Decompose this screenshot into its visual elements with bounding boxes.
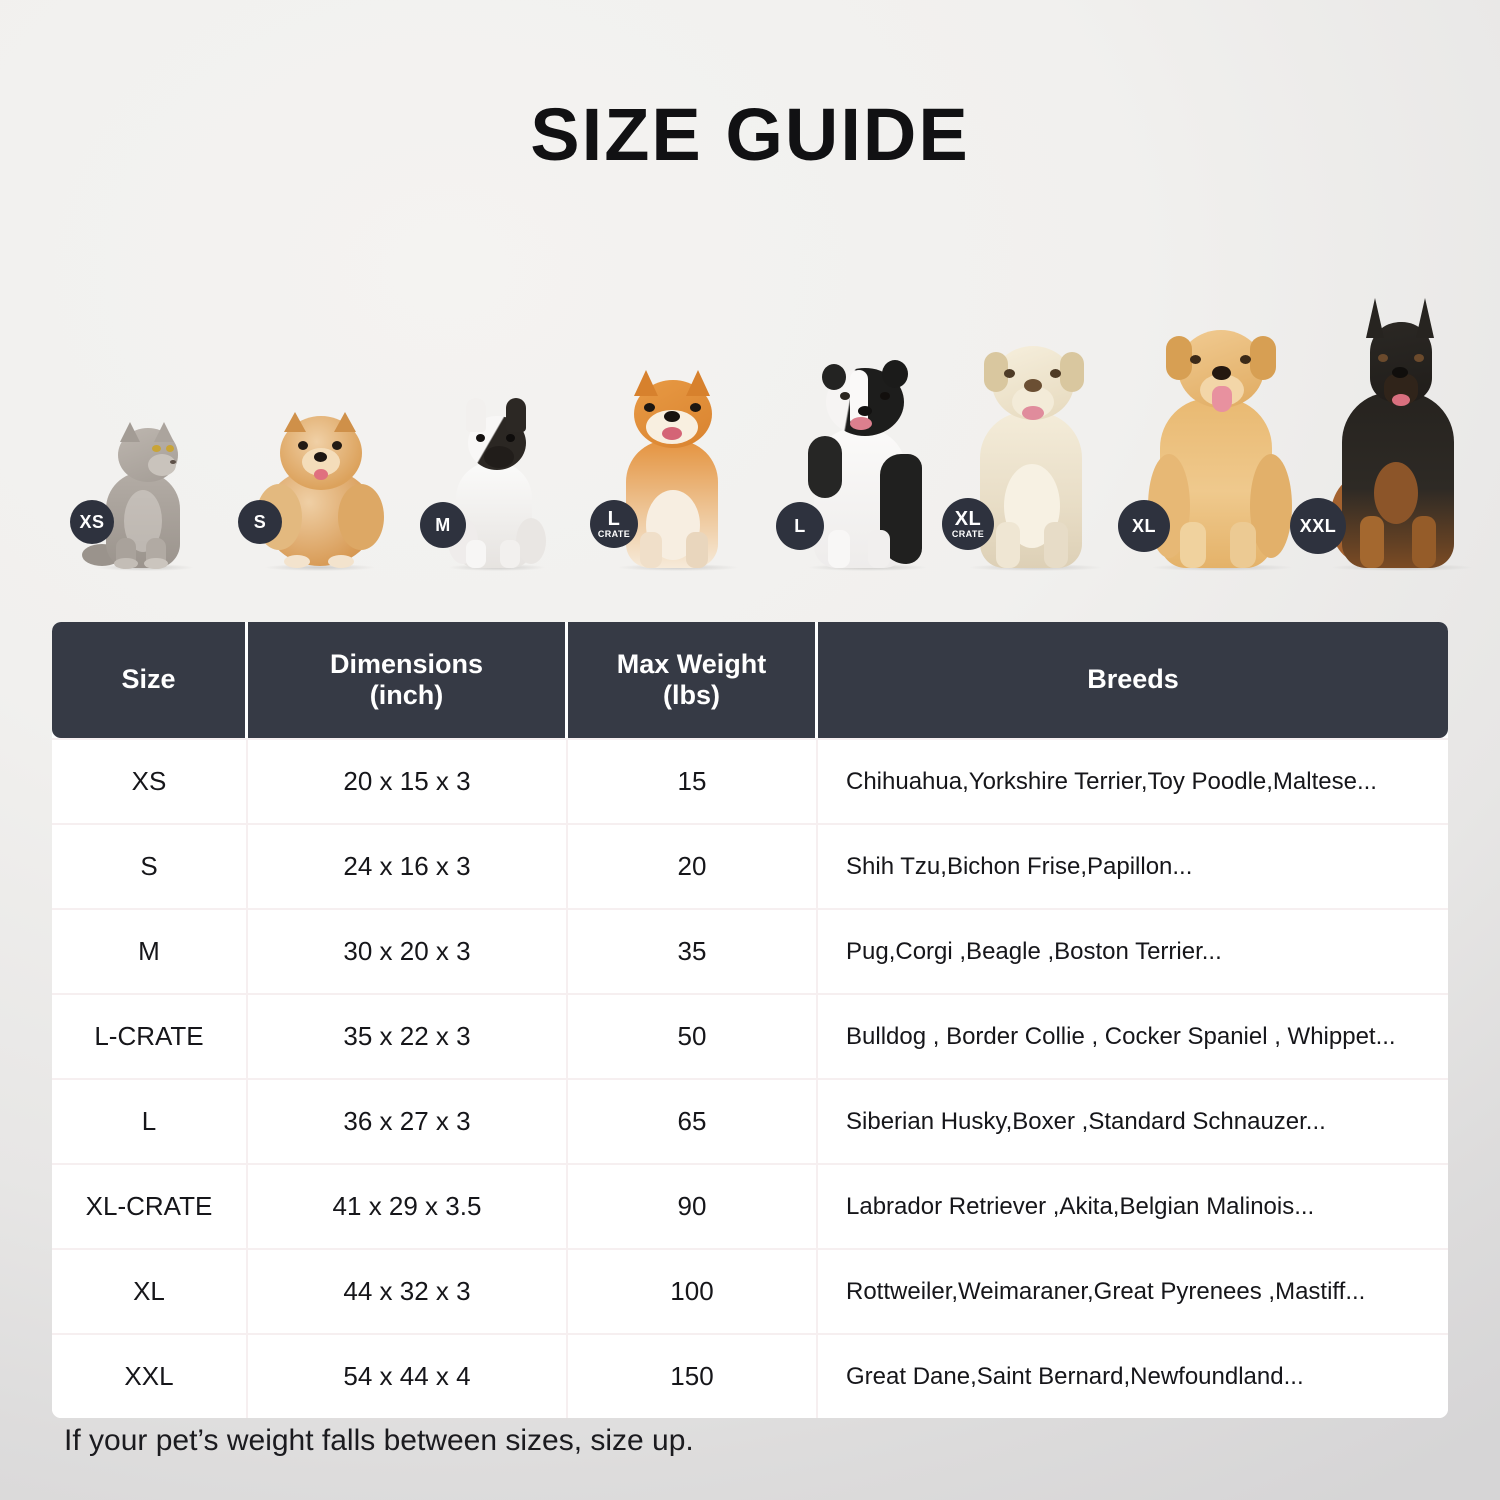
- cell-dimensions: 35 x 22 x 3: [248, 995, 568, 1078]
- doberman-pinscher-illustration: [1312, 278, 1492, 571]
- size-badge-m: M: [420, 502, 466, 548]
- size-badge-xs: XS: [70, 500, 114, 544]
- cell-max-weight: 90: [568, 1165, 818, 1248]
- cell-size: XL: [52, 1250, 248, 1333]
- lineup-item-l: L: [776, 334, 948, 571]
- golden-retriever-illustration: [1132, 296, 1312, 571]
- cell-max-weight: 65: [568, 1080, 818, 1163]
- lineup-item-s: S: [238, 400, 390, 571]
- table-row: XL 44 x 32 x 3 100 Rottweiler,Weimaraner…: [52, 1248, 1448, 1333]
- shiba-inu-illustration: [598, 348, 758, 571]
- cell-dimensions: 30 x 20 x 3: [248, 910, 568, 993]
- table-row: S 24 x 16 x 3 20 Shih Tzu,Bichon Frise,P…: [52, 823, 1448, 908]
- cell-dimensions: 20 x 15 x 3: [248, 740, 568, 823]
- table-row: XXL 54 x 44 x 4 150 Great Dane,Saint Ber…: [52, 1333, 1448, 1418]
- column-header-dimensions: Dimensions (inch): [248, 622, 568, 738]
- lineup-item-xl: XL: [1118, 296, 1312, 571]
- size-badge-l: L: [776, 502, 824, 550]
- table-row: L-CRATE 35 x 22 x 3 50 Bulldog , Border …: [52, 993, 1448, 1078]
- size-badge-xl: XL: [1118, 500, 1170, 552]
- cell-breeds: Rottweiler,Weimaraner,Great Pyrenees ,Ma…: [846, 1277, 1366, 1305]
- size-badge-label: S: [253, 512, 267, 532]
- footer-note: If your pet’s weight falls between sizes…: [64, 1424, 694, 1457]
- column-header-breeds: Breeds: [818, 622, 1448, 738]
- cell-max-weight: 15: [568, 740, 818, 823]
- cell-max-weight: 35: [568, 910, 818, 993]
- cell-size: XXL: [52, 1335, 248, 1418]
- size-badge-label: L: [607, 508, 621, 530]
- pomeranian-illustration: [250, 400, 390, 571]
- size-badge-label: XL: [1131, 516, 1156, 536]
- cell-size: XS: [52, 740, 248, 823]
- size-badge-label: M: [435, 515, 451, 535]
- column-header-max-weight: Max Weight (lbs): [568, 622, 818, 738]
- cell-max-weight: 50: [568, 995, 818, 1078]
- size-badge-label: XS: [79, 512, 105, 532]
- cell-dimensions: 36 x 27 x 3: [248, 1080, 568, 1163]
- table-row: L 36 x 27 x 3 65 Siberian Husky,Boxer ,S…: [52, 1078, 1448, 1163]
- page-title: SIZE GUIDE: [530, 93, 970, 176]
- size-badge-label: XL: [954, 508, 982, 530]
- cell-breeds: Shih Tzu,Bichon Frise,Papillon...: [846, 852, 1193, 880]
- cell-breeds: Pug,Corgi ,Beagle ,Boston Terrier...: [846, 937, 1222, 965]
- animal-lineup: XS: [50, 268, 1472, 571]
- cell-dimensions: 41 x 29 x 3.5: [248, 1165, 568, 1248]
- labrador-retriever-illustration: [950, 312, 1120, 571]
- french-bulldog-illustration: [432, 386, 562, 571]
- table-row: XS 20 x 15 x 3 15 Chihuahua,Yorkshire Te…: [52, 738, 1448, 823]
- size-badge-sublabel: CRATE: [951, 529, 985, 539]
- lineup-item-xl-crate: XL CRATE: [942, 312, 1120, 571]
- cell-max-weight: 20: [568, 825, 818, 908]
- cell-breeds: Labrador Retriever ,Akita,Belgian Malino…: [846, 1192, 1315, 1220]
- size-badge-label: L: [794, 516, 806, 536]
- lineup-item-xs: XS: [70, 408, 210, 571]
- lineup-item-m: M: [420, 386, 562, 571]
- cell-dimensions: 24 x 16 x 3: [248, 825, 568, 908]
- cell-dimensions: 54 x 44 x 4: [248, 1335, 568, 1418]
- british-shorthair-cat-illustration: [80, 408, 210, 571]
- border-collie-illustration: [788, 334, 948, 571]
- table-row: M 30 x 20 x 3 35 Pug,Corgi ,Beagle ,Bost…: [52, 908, 1448, 993]
- cell-dimensions: 44 x 32 x 3: [248, 1250, 568, 1333]
- cell-size: L: [52, 1080, 248, 1163]
- column-header-size: Size: [52, 622, 248, 738]
- cell-size: L-CRATE: [52, 995, 248, 1078]
- cell-breeds: Bulldog , Border Collie , Cocker Spaniel…: [846, 1022, 1396, 1050]
- size-badge-s: S: [238, 500, 282, 544]
- cell-breeds: Siberian Husky,Boxer ,Standard Schnauzer…: [846, 1107, 1326, 1135]
- table-row: XL-CRATE 41 x 29 x 3.5 90 Labrador Retri…: [52, 1163, 1448, 1248]
- size-badge-sublabel: CRATE: [597, 529, 631, 539]
- cell-breeds: Chihuahua,Yorkshire Terrier,Toy Poodle,M…: [846, 767, 1377, 795]
- lineup-item-xxl: XXL: [1290, 278, 1492, 571]
- size-badge-xl-crate: XL CRATE: [942, 498, 994, 550]
- cell-size: XL-CRATE: [52, 1165, 248, 1248]
- lineup-item-l-crate: L CRATE: [590, 348, 758, 571]
- cell-max-weight: 100: [568, 1250, 818, 1333]
- size-badge-l-crate: L CRATE: [590, 500, 638, 548]
- size-table: Size Dimensions (inch) Max Weight (lbs) …: [52, 622, 1448, 1418]
- size-badge-xxl: XXL: [1290, 498, 1346, 554]
- cell-size: M: [52, 910, 248, 993]
- cell-size: S: [52, 825, 248, 908]
- cell-max-weight: 150: [568, 1335, 818, 1418]
- cell-breeds: Great Dane,Saint Bernard,Newfoundland...: [846, 1362, 1304, 1390]
- size-badge-label: XXL: [1299, 516, 1337, 536]
- table-header-row: Size Dimensions (inch) Max Weight (lbs) …: [52, 622, 1448, 738]
